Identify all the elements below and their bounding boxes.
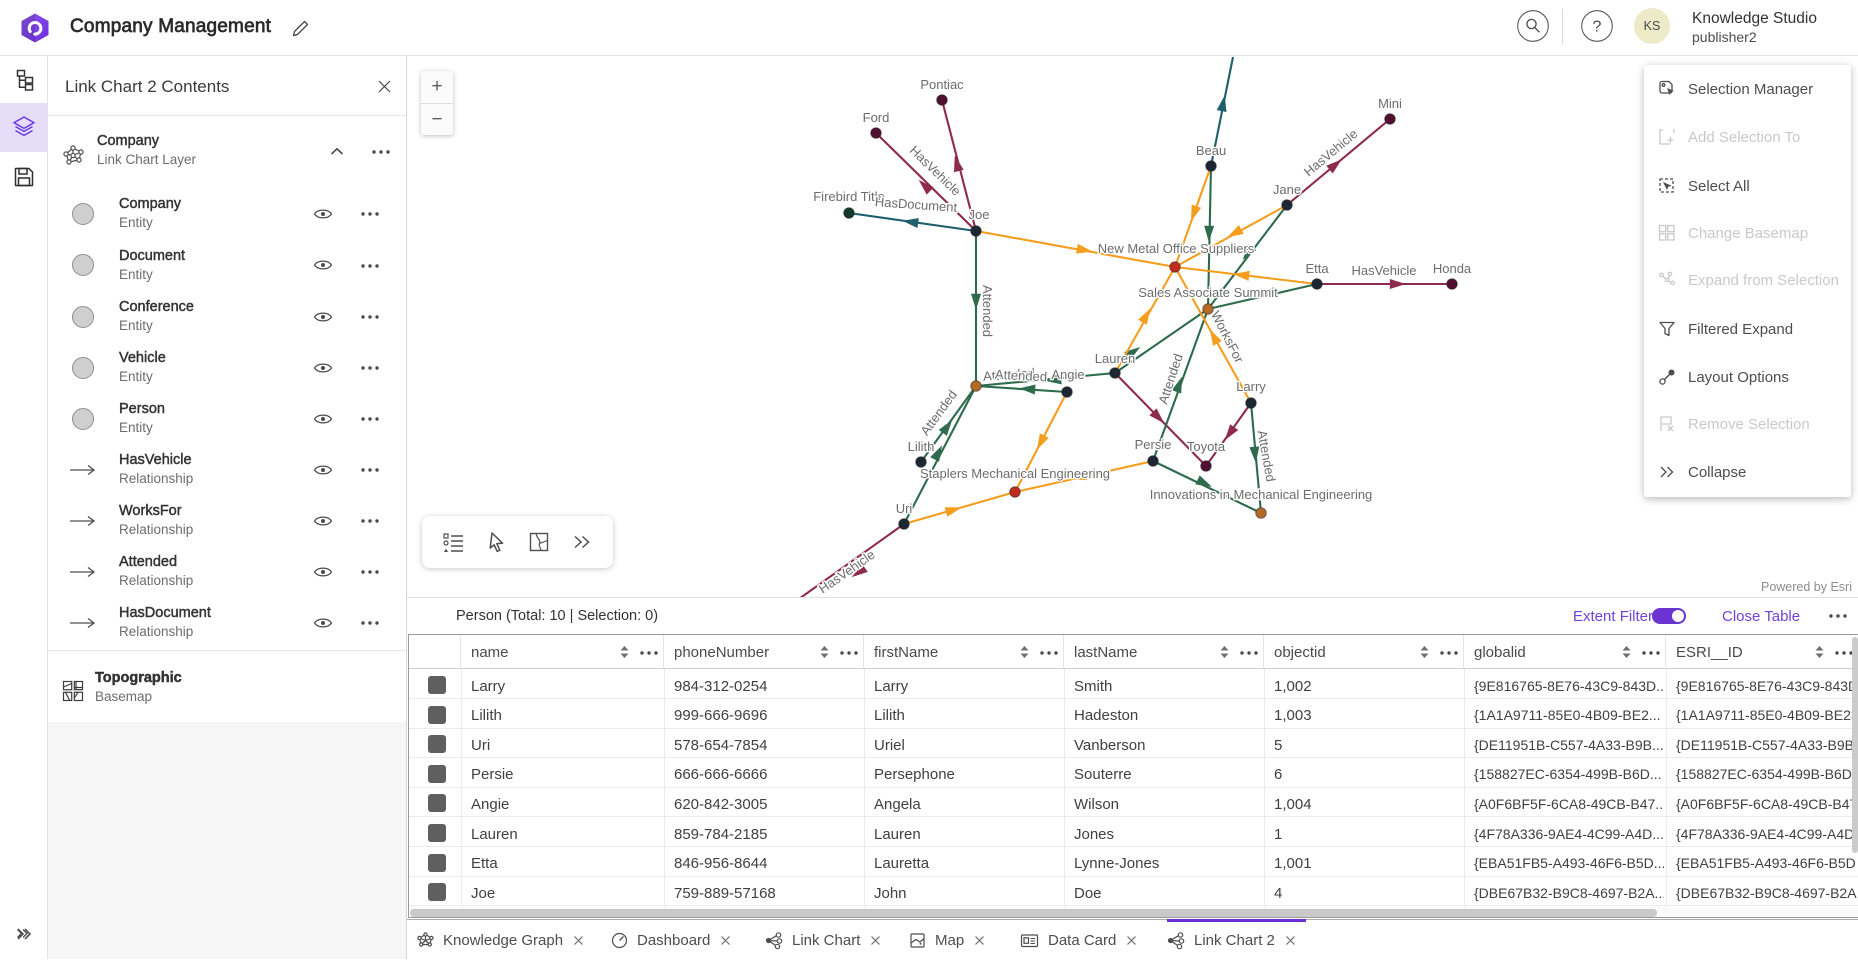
svg-text:Toyota: Toyota	[1187, 439, 1226, 454]
svg-text:HasVehicle: HasVehicle	[1351, 263, 1416, 278]
svg-text:Beau: Beau	[1196, 143, 1226, 158]
svg-text:Mini: Mini	[1378, 96, 1402, 111]
svg-text:Sales Associate Summit: Sales Associate Summit	[1138, 285, 1278, 300]
svg-text:Lauren: Lauren	[1095, 351, 1135, 366]
svg-text:Staplers Mechanical Engineerin: Staplers Mechanical Engineering	[920, 466, 1110, 481]
svg-text:Uri: Uri	[896, 501, 913, 516]
svg-text:Joe: Joe	[969, 207, 990, 222]
svg-text:HasVehicle: HasVehicle	[1301, 126, 1360, 179]
svg-text:Honda: Honda	[1433, 261, 1472, 276]
svg-text:New Metal Office Suppliers: New Metal Office Suppliers	[1098, 241, 1255, 256]
svg-text:Etta: Etta	[1305, 261, 1329, 276]
svg-text:Lilith: Lilith	[908, 439, 935, 454]
svg-text:HasVehicle: HasVehicle	[816, 547, 878, 597]
svg-text:Jane: Jane	[1273, 182, 1301, 197]
svg-text:Attended: Attended	[995, 367, 1048, 385]
svg-text:Firebird Title: Firebird Title	[813, 189, 885, 204]
svg-text:Pontiac: Pontiac	[920, 77, 964, 92]
svg-text:Attended: Attended	[982, 365, 1035, 384]
svg-text:Angie: Angie	[1051, 367, 1084, 382]
svg-text:Innovations in Mechanical Engi: Innovations in Mechanical Engineering	[1150, 487, 1373, 502]
svg-text:Ford: Ford	[863, 110, 890, 125]
svg-text:Persie: Persie	[1135, 437, 1172, 452]
svg-text:Larry: Larry	[1236, 379, 1266, 394]
svg-text:HasDocument: HasDocument	[874, 194, 958, 215]
svg-text:Attended: Attended	[980, 285, 995, 337]
svg-text:?: ?	[1593, 19, 1602, 36]
